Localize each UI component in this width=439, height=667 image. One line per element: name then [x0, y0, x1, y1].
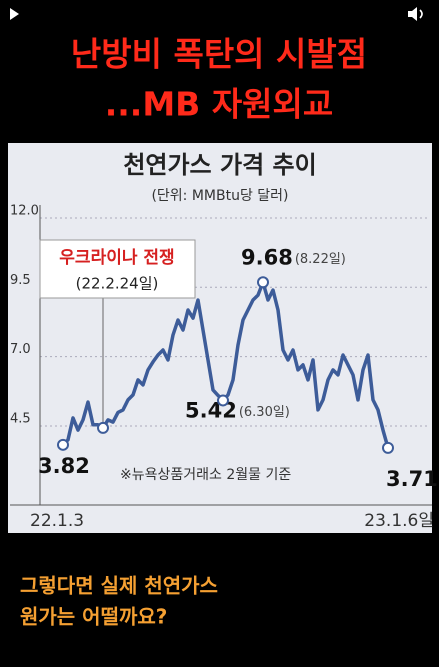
- note: ※뉴욕상품거래소 2월물 기준: [120, 467, 291, 483]
- y-tick-label: 9.5: [10, 273, 31, 288]
- caption: 그렇다면 실제 천연가스: [20, 574, 218, 598]
- headline: 난방비 폭탄의 시발점: [71, 35, 367, 74]
- caption: 원가는 어떨까요?: [20, 605, 167, 629]
- callout-date: (22.2.24일): [76, 275, 159, 293]
- volume-button[interactable]: [408, 7, 423, 21]
- value-label: 3.71: [386, 467, 438, 491]
- point-date: (8.22일): [295, 252, 346, 267]
- point-marker: [97, 421, 109, 434]
- x-tick-label: 22.1.3: [30, 511, 84, 531]
- headline: ...MB 자원외교: [105, 85, 334, 124]
- point-marker: [57, 438, 69, 451]
- y-tick-label: 4.5: [10, 411, 31, 426]
- point-date: (6.30일): [239, 405, 290, 420]
- point-marker: [217, 394, 229, 407]
- point-marker: [257, 276, 269, 289]
- x-tick-label: 23.1.6일: [364, 511, 434, 531]
- value-label: 9.68: [241, 245, 293, 269]
- play-button[interactable]: [10, 8, 19, 20]
- chart-panel: [8, 143, 432, 533]
- callout-box: [39, 239, 196, 299]
- value-label: 3.82: [38, 454, 90, 478]
- point-marker: [382, 441, 394, 454]
- chart-title: 천연가스 가격 추이: [123, 151, 316, 179]
- y-tick-label: 12.0: [10, 203, 39, 218]
- value-label: 5.42: [185, 398, 237, 422]
- callout-title: 우크라이나 전쟁: [59, 248, 174, 268]
- y-tick-label: 7.0: [10, 342, 31, 357]
- chart-subtitle: (단위: MMBtu당 달러): [151, 188, 288, 204]
